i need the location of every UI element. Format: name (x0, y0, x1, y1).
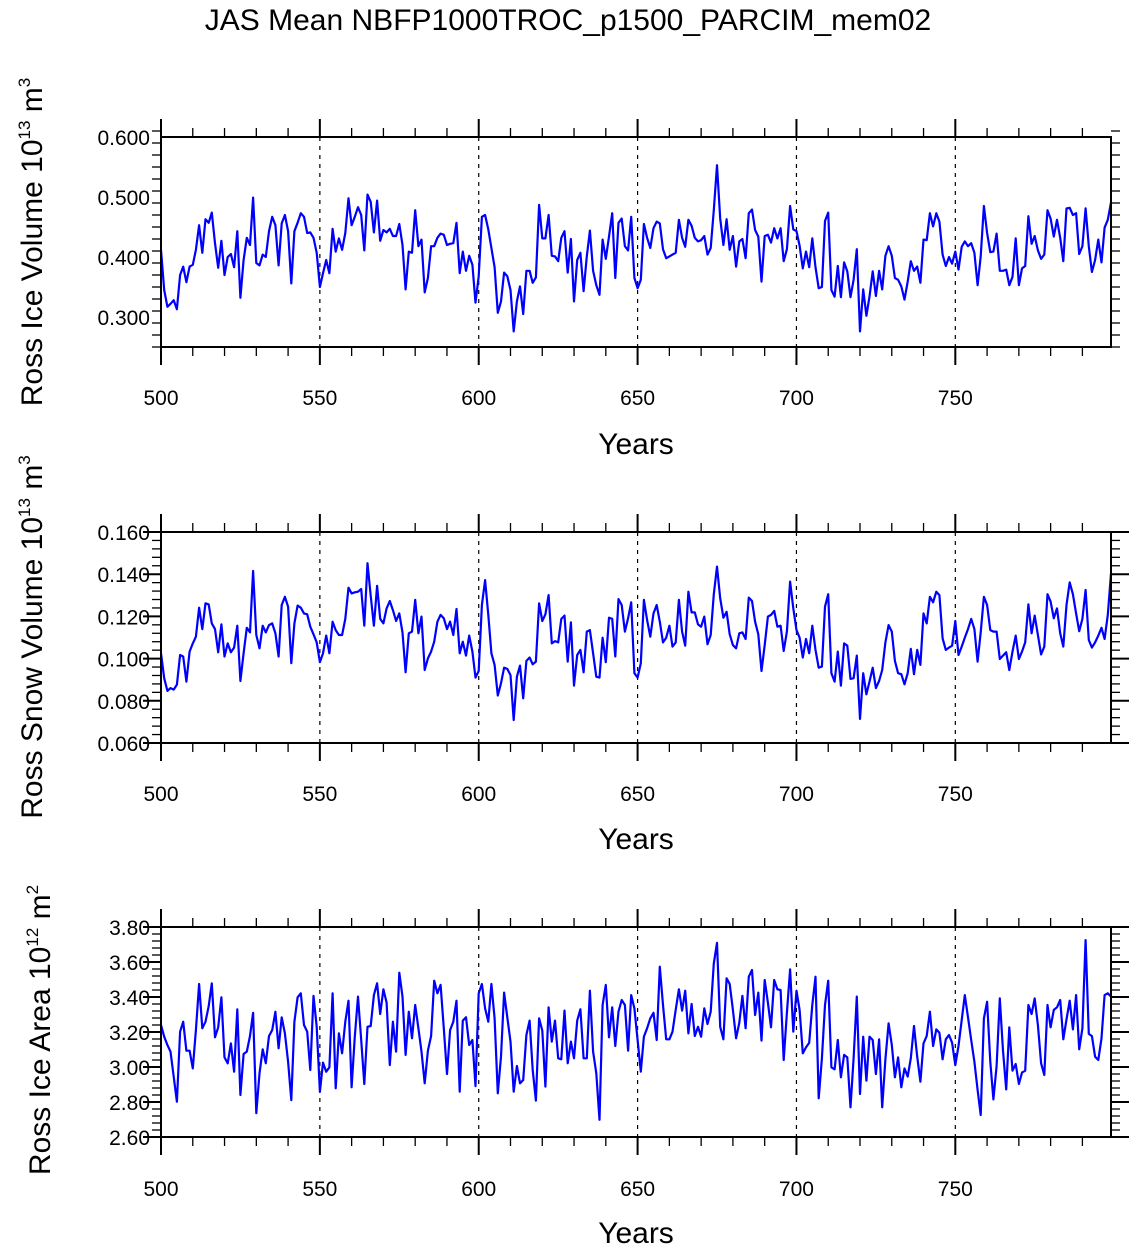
x-tick-label: 600 (461, 1178, 496, 1201)
y-tick-label: 0.160 (97, 522, 150, 545)
data-points (160, 940, 1112, 1120)
y-axis-title-unit-exponent: 3 (15, 78, 34, 87)
x-tick-label: 650 (620, 387, 655, 410)
y-tick-label: 0.100 (97, 649, 150, 672)
y-tick-label: 0.140 (97, 564, 150, 587)
y-tick-label: 3.20 (109, 1022, 150, 1045)
y-axis-title-exponent: 13 (15, 498, 34, 517)
y-axis-title: Ross Ice Area 1012 m2 (23, 885, 57, 1175)
y-tick-label: 3.00 (109, 1057, 150, 1080)
x-tick-label: 550 (302, 1178, 337, 1201)
plot-frame (160, 531, 1112, 744)
y-tick-label: 3.60 (109, 952, 150, 975)
data-series-line (159, 562, 1113, 722)
y-tick-label: 3.40 (109, 987, 150, 1010)
x-tick-label: 700 (779, 783, 814, 806)
x-tick-label: 500 (143, 783, 178, 806)
x-tick-label: 700 (779, 387, 814, 410)
chart-title: JAS Mean NBFP1000TROC_p1500_PARCIM_mem02 (205, 4, 931, 37)
x-tick-label: 600 (461, 387, 496, 410)
chart-panel-2: 500 550 600 650 700 750 Years 0.060 0.080 0.100 0.… (15, 455, 1129, 856)
data-series-line (159, 938, 1112, 1121)
y-axis-title-text: Ross Snow Volume 10 (16, 517, 49, 819)
x-tick-label: 600 (461, 783, 496, 806)
x-axis-title: Years (598, 823, 674, 856)
y-axis-title-text: Ross Ice Volume 10 (16, 139, 49, 406)
y-axis-title: Ross Snow Volume 1013 m3 (15, 455, 49, 819)
x-tick-label: 500 (143, 387, 178, 410)
data-points (160, 563, 1112, 721)
y-tick-label: 2.80 (109, 1092, 150, 1115)
y-tick-label: 0.600 (97, 127, 150, 150)
x-axis-title: Years (598, 1217, 674, 1250)
x-tick-label: 750 (938, 387, 973, 410)
y-axis-title: Ross Ice Volume 1013 m3 (15, 78, 49, 407)
y-tick-label: 0.060 (97, 733, 150, 756)
y-axis-title-exponent: 12 (23, 928, 42, 947)
y-axis-title-unit-exponent: 3 (15, 455, 34, 464)
chart-panel-1: 500 550 600 650 700 750 Years 0.300 0.400 0.500 0.… (15, 78, 1120, 461)
x-tick-label: 550 (302, 783, 337, 806)
plot-frame (160, 136, 1112, 348)
y-tick-label: 2.60 (109, 1127, 150, 1150)
y-axis-title-unit: m (24, 894, 57, 927)
data-points (160, 165, 1112, 332)
x-tick-label: 650 (620, 1178, 655, 1201)
x-axis-title: Years (598, 428, 674, 461)
y-tick-label: 0.500 (97, 187, 150, 210)
y-tick-label: 0.120 (97, 606, 150, 629)
y-tick-label: 0.400 (97, 247, 150, 270)
y-tick-label: 0.080 (97, 691, 150, 714)
x-tick-label: 700 (779, 1178, 814, 1201)
y-tick-label: 3.80 (109, 917, 150, 940)
y-axis-title-text: Ross Ice Area 10 (24, 947, 57, 1175)
y-axis-title-unit: m (16, 465, 49, 498)
x-tick-label: 500 (143, 1178, 178, 1201)
chart-panel-3: 500 550 600 650 700 750 Years 2.60 2.80 3.00 3.20 3… (23, 885, 1129, 1250)
x-tick-label: 750 (938, 1178, 973, 1201)
x-tick-label: 650 (620, 783, 655, 806)
y-axis-title-unit-exponent: 2 (23, 885, 42, 894)
y-tick-label: 0.300 (97, 307, 150, 330)
y-axis-title-unit: m (16, 87, 49, 120)
x-tick-label: 750 (938, 783, 973, 806)
y-axis-title-exponent: 13 (15, 121, 34, 140)
x-tick-label: 550 (302, 387, 337, 410)
data-series-line (159, 164, 1113, 333)
